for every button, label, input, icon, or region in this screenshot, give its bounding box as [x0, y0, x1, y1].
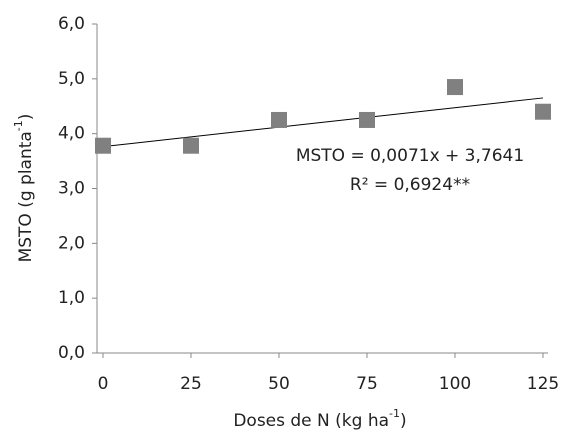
- data-point: [359, 111, 375, 128]
- data-point: [447, 79, 463, 96]
- x-tick-label: 50: [268, 374, 290, 394]
- y-tick-label: 6,0: [58, 14, 85, 34]
- data-point: [271, 111, 287, 128]
- y-tick-label: 5,0: [58, 69, 85, 89]
- y-axis-label: MSTO (g planta-1): [12, 114, 36, 263]
- data-point: [95, 137, 111, 154]
- x-axis-label: Doses de N (kg ha-1): [233, 407, 406, 431]
- y-tick-label: 3,0: [58, 179, 85, 199]
- trend-line: [102, 97, 544, 148]
- y-tick-label: 4,0: [58, 124, 85, 144]
- data-point: [535, 103, 551, 120]
- x-tick-label: 100: [439, 374, 471, 394]
- y-tick-label: 0,0: [58, 343, 85, 363]
- equation: MSTO = 0,0071x + 3,7641: [296, 146, 524, 166]
- x-tick-label: 25: [180, 374, 202, 394]
- data-point: [183, 137, 199, 154]
- x-tick-label: 0: [98, 374, 109, 394]
- x-tick-label: 75: [356, 374, 378, 394]
- r-squared: R² = 0,6924**: [350, 175, 470, 195]
- y-tick-label: 2,0: [58, 233, 85, 253]
- x-tick-label: 125: [527, 374, 559, 394]
- y-tick-label: 1,0: [58, 288, 85, 308]
